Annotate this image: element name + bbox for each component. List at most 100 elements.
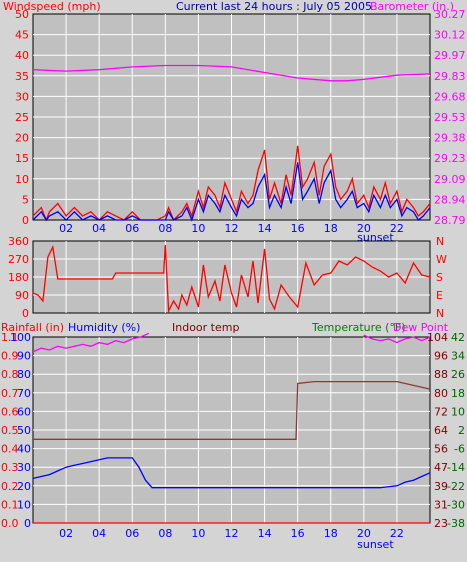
rainfall-tick-label: 0.8	[1, 368, 19, 381]
temperature-tick-label: 23	[434, 517, 448, 530]
temperature-tick-label: 31	[434, 498, 448, 511]
x-tick-label: 06	[125, 527, 139, 540]
windspeed-tick-label: 20	[15, 132, 29, 145]
legend-dewpoint: Dew Point	[393, 321, 449, 334]
legend-rainfall: Rainfall (in)	[1, 321, 64, 334]
x-tick-label: 04	[92, 527, 106, 540]
x-tick-label: 08	[158, 222, 172, 235]
barometer-tick-label: 29.68	[434, 90, 466, 103]
humidity-tick-label: 100	[10, 331, 31, 344]
dewpoint-tick-label: -6	[454, 443, 465, 456]
humidity-tick-label: 0	[24, 517, 31, 530]
humidity-tick-label: 90	[17, 350, 31, 363]
dewpoint-tick-label: 26	[451, 368, 465, 381]
windspeed-axis-title: Windspeed (mph)	[3, 0, 101, 13]
compass-tick-label: E	[436, 289, 443, 302]
windspeed-tick-label: 10	[15, 173, 29, 186]
x-tick-label: 14	[258, 222, 272, 235]
temperature-line	[363, 334, 431, 344]
indoor-temp-line	[33, 380, 431, 440]
windspeed-tick-label: 35	[15, 70, 29, 83]
windspeed-tick-label: 0	[22, 214, 29, 227]
dewpoint-tick-label: -14	[447, 461, 465, 474]
dewpoint-tick-label: -30	[447, 498, 465, 511]
dewpoint-tick-label: 42	[451, 331, 465, 344]
barometer-tick-label: 29.97	[434, 49, 466, 62]
rainfall-tick-label: 0.7	[1, 387, 19, 400]
direction-tick-label: 0	[22, 307, 29, 320]
humidity-tick-label: 40	[17, 443, 31, 456]
x-tick-label: 10	[191, 527, 205, 540]
temperature-tick-label: 104	[427, 331, 448, 344]
x-tick-label: 08	[158, 527, 172, 540]
graph-title: Current last 24 hours : July 05 2005	[176, 0, 372, 13]
humidity-tick-label: 50	[17, 424, 31, 437]
x-tick-label: 02	[59, 527, 73, 540]
legend-indoor-temp: Indoor temp	[172, 321, 239, 334]
dewpoint-tick-label: 34	[451, 350, 465, 363]
rain-humidity-temp-panel: 0.0 00.1100.2200.3300.4400.5500.6600.7700…	[1, 331, 465, 530]
x-tick-label: 20	[357, 222, 371, 235]
x-tick-label: 18	[324, 527, 338, 540]
compass-tick-label: S	[436, 271, 443, 284]
x-tick-label: 04	[92, 222, 106, 235]
direction-tick-label: 270	[8, 253, 29, 266]
rainfall-tick-label: 1.1	[1, 331, 19, 344]
barometer-tick-label: 29.23	[434, 152, 466, 165]
windspeed-tick-label: 25	[15, 111, 29, 124]
x-tick-label: 12	[225, 527, 239, 540]
barometer-axis-title: Barometer (in.)	[370, 0, 454, 13]
x-tick-label: 18	[324, 222, 338, 235]
temperature-tick-label: 47	[434, 461, 448, 474]
x-axis-ticks-top: 02 04 06 08 10 12 14 16 18 20 22	[59, 222, 404, 235]
humidity-tick-label: 60	[17, 405, 31, 418]
x-tick-label: 16	[291, 222, 305, 235]
rainfall-tick-label: 0.1	[1, 498, 19, 511]
humidity-line	[32, 457, 431, 489]
temperature-tick-label: 80	[434, 387, 448, 400]
x-tick-label: 22	[390, 222, 404, 235]
temperature-tick-label: 56	[434, 443, 448, 456]
windspeed-tick-label: 40	[15, 49, 29, 62]
compass-tick-label: N	[436, 235, 444, 248]
temperature-tick-label: 96	[434, 350, 448, 363]
dewpoint-tick-label: 10	[451, 405, 465, 418]
barometer-tick-label: 30.27	[434, 8, 466, 21]
temperature-tick-label: 39	[434, 480, 448, 493]
humidity-tick-label: 70	[17, 387, 31, 400]
barometer-line	[32, 64, 431, 82]
humidity-tick-label: 30	[17, 461, 31, 474]
x-axis-ticks-bottom: 02 04 06 08 10 12 14 16 18 20 22	[59, 527, 404, 540]
temperature-line	[32, 332, 150, 353]
windspeed-tick-label: 5	[22, 193, 29, 206]
barometer-tick-label: 30.12	[434, 29, 466, 42]
barometer-tick-label: 28.79	[434, 214, 466, 227]
x-tick-label: 06	[125, 222, 139, 235]
barometer-tick-label: 29.38	[434, 132, 466, 145]
rainfall-tick-label: 0.0	[1, 517, 19, 530]
temperature-tick-label: 64	[434, 424, 448, 437]
rainfall-tick-label: 0.3	[1, 461, 19, 474]
x-tick-label: 20	[357, 527, 371, 540]
x-tick-label: 10	[191, 222, 205, 235]
rainfall-tick-label: 0.2	[1, 480, 19, 493]
rainfall-tick-label: 0.6	[1, 405, 19, 418]
rainfall-tick-label: 0.5	[1, 424, 19, 437]
direction-tick-label: 180	[8, 271, 29, 284]
barometer-tick-label: 29.83	[434, 70, 466, 83]
x-tick-label: 14	[258, 527, 272, 540]
barometer-tick-label: 29.09	[434, 173, 466, 186]
compass-tick-label: N	[436, 307, 444, 320]
x-tick-label: 16	[291, 527, 305, 540]
x-tick-label: 12	[225, 222, 239, 235]
sunset-label-bottom: sunset	[357, 538, 394, 551]
rainfall-tick-label: 0.4	[1, 443, 19, 456]
dewpoint-tick-label: -38	[447, 517, 465, 530]
temperature-tick-label: 88	[434, 368, 448, 381]
dewpoint-tick-label: 2	[458, 424, 465, 437]
x-tick-label: 22	[390, 527, 404, 540]
humidity-tick-label: 20	[17, 480, 31, 493]
humidity-tick-label: 10	[17, 498, 31, 511]
